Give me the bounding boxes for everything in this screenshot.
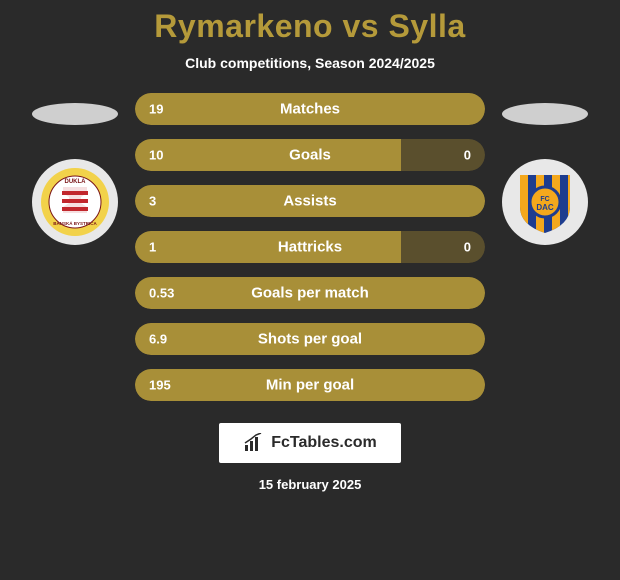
- stat-bar-fill-left: [135, 231, 401, 263]
- stat-value-right: 0: [464, 240, 471, 255]
- right-club-badge: FC DAC: [502, 159, 588, 245]
- stat-bar: Goals per match 0.53: [135, 277, 485, 309]
- stat-label: Shots per goal: [258, 331, 362, 348]
- stat-value-left: 0.53: [149, 286, 174, 301]
- date-text: 15 february 2025: [259, 477, 362, 492]
- player-silhouette-shadow: [502, 103, 588, 125]
- page-title: Rymarkeno vs Sylla: [154, 8, 465, 45]
- stat-label: Min per goal: [266, 377, 354, 394]
- dukla-badge-icon: DUKLA BANSKÁ BYSTRICA: [40, 167, 110, 237]
- stat-value-left: 19: [149, 102, 163, 117]
- brand-box[interactable]: FcTables.com: [219, 423, 401, 463]
- stat-value-left: 6.9: [149, 332, 167, 347]
- stat-bar: Assists 3: [135, 185, 485, 217]
- dac-badge-icon: FC DAC: [510, 167, 580, 237]
- stat-label: Hattricks: [278, 239, 342, 256]
- stat-label: Goals per match: [251, 285, 369, 302]
- stat-bar: Shots per goal 6.9: [135, 323, 485, 355]
- left-club-badge: DUKLA BANSKÁ BYSTRICA: [32, 159, 118, 245]
- stat-bar: Goals 10 0: [135, 139, 485, 171]
- left-player-col: DUKLA BANSKÁ BYSTRICA: [15, 93, 135, 245]
- stat-label: Assists: [283, 193, 336, 210]
- stats-bars: Matches19Goals100Assists3Hattricks10Goal…: [135, 93, 485, 401]
- stat-bar-fill-left: [135, 139, 401, 171]
- stat-bar: Hattricks 1 0: [135, 231, 485, 263]
- stat-value-left: 10: [149, 148, 163, 163]
- svg-text:FC: FC: [540, 196, 549, 203]
- stat-label: Matches: [280, 101, 340, 118]
- stat-bar: Min per goal 195: [135, 369, 485, 401]
- stat-value-right: 0: [464, 148, 471, 163]
- subtitle: Club competitions, Season 2024/2025: [185, 55, 435, 71]
- comparison-infographic: Rymarkeno vs Sylla Club competitions, Se…: [0, 0, 620, 580]
- svg-text:BANSKÁ BYSTRICA: BANSKÁ BYSTRICA: [53, 220, 97, 226]
- main-row: DUKLA BANSKÁ BYSTRICA Matches19Goals100A…: [0, 93, 620, 401]
- player-silhouette-shadow: [32, 103, 118, 125]
- fctables-logo-icon: [243, 433, 263, 453]
- svg-text:DUKLA: DUKLA: [65, 179, 87, 185]
- stat-bar: Matches 19: [135, 93, 485, 125]
- stat-label: Goals: [289, 147, 331, 164]
- stat-value-left: 195: [149, 378, 171, 393]
- stat-value-left: 3: [149, 194, 156, 209]
- brand-text: FcTables.com: [271, 434, 377, 452]
- stat-value-left: 1: [149, 240, 156, 255]
- svg-text:DAC: DAC: [536, 203, 554, 212]
- right-player-col: FC DAC: [485, 93, 605, 245]
